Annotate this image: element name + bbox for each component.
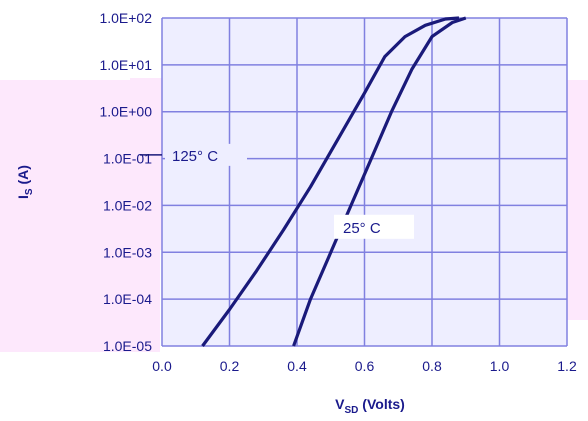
- y-tick-label: 1.0E-02: [103, 197, 152, 213]
- x-tick-label: 1.2: [557, 358, 577, 374]
- x-tick-label: 0.2: [220, 358, 240, 374]
- annotation-bg: [165, 143, 247, 166]
- x-axis-label: VSD (Volts): [335, 396, 405, 416]
- series-layer: [201, 16, 467, 347]
- y-tick-label: 1.0E-03: [103, 244, 152, 260]
- y-tick-label: 1.0E+00: [99, 104, 152, 120]
- y-tick-labels: 1.0E-05 1.0E-04 1.0E-03 1.0E-02 1.0E-01 1.0E+…: [99, 10, 152, 354]
- y-tick-label: 1.0E+02: [99, 10, 152, 26]
- series-line-25c: [292, 16, 467, 347]
- series-line-125c: [201, 16, 460, 347]
- x-tick-label: 0.6: [355, 358, 375, 374]
- x-tick-label: 0.0: [152, 358, 172, 374]
- y-tick-label: 1.0E-01: [103, 151, 152, 167]
- x-tick-label: 0.8: [422, 358, 442, 374]
- y-tick-label: 1.0E-05: [103, 338, 152, 354]
- annotation-125c: 125° C: [172, 148, 218, 165]
- annotation-bg: [334, 214, 414, 239]
- scan-artifact-band: [0, 250, 160, 352]
- x-tick-labels: 0.0 0.2 0.4 0.6 0.8 1.0 1.2: [152, 358, 577, 374]
- x-tick-label: 1.0: [490, 358, 510, 374]
- annotations: 125° C 25° C: [140, 143, 414, 239]
- y-axis-label: IS (A): [15, 165, 35, 199]
- y-tick-label: 1.0E-04: [103, 291, 152, 307]
- annotation-25c: 25° C: [343, 220, 381, 237]
- y-tick-label: 1.0E+01: [99, 57, 152, 73]
- x-tick-label: 0.4: [287, 358, 307, 374]
